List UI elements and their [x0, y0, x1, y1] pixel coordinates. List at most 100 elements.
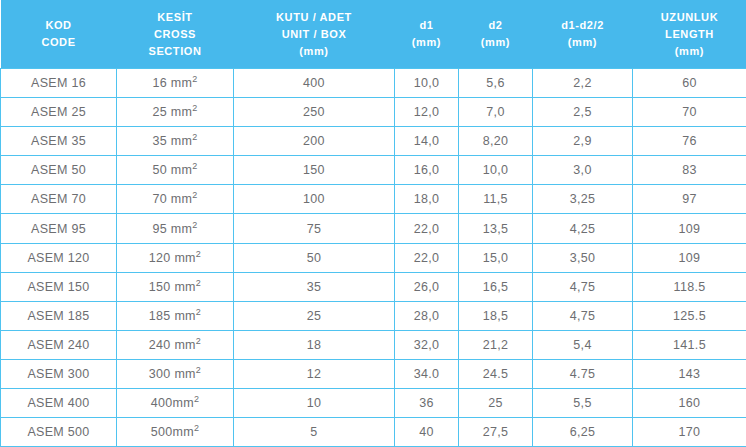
table-row: ASEM 2525 mm225012,07,02,570 — [1, 98, 746, 127]
cell-uzunluk-length: 143 — [633, 359, 746, 388]
superscript-2: 2 — [192, 219, 197, 229]
superscript-2: 2 — [196, 248, 201, 258]
cell-uzunluk-length: 170 — [633, 418, 746, 447]
cell-kutu-adet-unit-box: 25 — [234, 301, 395, 330]
column-header-line: d2 — [459, 17, 533, 34]
cell-kutu-adet-unit-box: 200 — [234, 127, 395, 156]
table-row: ASEM 9595 mm27522,013,54,25109 — [1, 214, 746, 243]
cell-kutu-adet-unit-box: 10 — [234, 389, 395, 418]
cell-d1-d2-2: 2,5 — [533, 98, 633, 127]
cell-uzunluk-length: 109 — [633, 243, 746, 272]
cell-d1: 12,0 — [395, 98, 459, 127]
column-header-kesit-cross-section: KESİTCROSSSECTION — [117, 0, 234, 69]
cell-uzunluk-length: 125.5 — [633, 301, 746, 330]
table-row: ASEM 5050 mm215016,010,03,083 — [1, 156, 746, 185]
cell-kod-code: ASEM 400 — [1, 389, 117, 418]
table-row: ASEM 400400mm21036255,5160 — [1, 389, 746, 418]
column-header-line: (mm) — [395, 34, 459, 51]
cell-d2: 5,6 — [459, 69, 533, 98]
spec-table-container: KODCODEKESİTCROSSSECTIONKUTU / ADETUNIT … — [0, 0, 746, 447]
cell-d2: 11,5 — [459, 185, 533, 214]
cell-kesit-cross-section: 16 mm2 — [117, 69, 234, 98]
cell-d1: 18,0 — [395, 185, 459, 214]
table-row: ASEM 1616 mm240010,05,62,260 — [1, 69, 746, 98]
superscript-2: 2 — [192, 103, 197, 113]
cell-d1-d2-2: 4,25 — [533, 214, 633, 243]
cell-uzunluk-length: 118.5 — [633, 272, 746, 301]
cell-d1: 28,0 — [395, 301, 459, 330]
cell-kutu-adet-unit-box: 150 — [234, 156, 395, 185]
superscript-2: 2 — [194, 423, 199, 433]
cell-d1-d2-2: 5,4 — [533, 330, 633, 359]
cell-uzunluk-length: 160 — [633, 389, 746, 418]
cell-kutu-adet-unit-box: 75 — [234, 214, 395, 243]
cell-kesit-cross-section: 500mm2 — [117, 418, 234, 447]
cell-kutu-adet-unit-box: 100 — [234, 185, 395, 214]
cell-d1: 10,0 — [395, 69, 459, 98]
cell-uzunluk-length: 70 — [633, 98, 746, 127]
table-body: ASEM 1616 mm240010,05,62,260ASEM 2525 mm… — [1, 69, 746, 447]
superscript-2: 2 — [196, 278, 201, 288]
column-header-line: (mm) — [633, 43, 746, 60]
cell-uzunluk-length: 97 — [633, 185, 746, 214]
superscript-2: 2 — [196, 365, 201, 375]
cell-d1: 34.0 — [395, 359, 459, 388]
column-header-line: (mm) — [459, 34, 533, 51]
cell-kesit-cross-section: 95 mm2 — [117, 214, 234, 243]
cell-d1-d2-2: 3,25 — [533, 185, 633, 214]
column-header-line: (mm) — [533, 34, 633, 51]
column-header-line: CODE — [1, 34, 117, 51]
cell-kutu-adet-unit-box: 400 — [234, 69, 395, 98]
cell-d1-d2-2: 4,75 — [533, 301, 633, 330]
cell-uzunluk-length: 83 — [633, 156, 746, 185]
cell-kod-code: ASEM 500 — [1, 418, 117, 447]
table-row: ASEM 300300 mm21234.024.54.75143 — [1, 359, 746, 388]
cell-kod-code: ASEM 185 — [1, 301, 117, 330]
cell-kod-code: ASEM 16 — [1, 69, 117, 98]
column-header-line: KUTU / ADET — [234, 9, 395, 26]
cell-kesit-cross-section: 50 mm2 — [117, 156, 234, 185]
superscript-2: 2 — [194, 394, 199, 404]
cell-kutu-adet-unit-box: 18 — [234, 330, 395, 359]
cell-d1: 22,0 — [395, 214, 459, 243]
superscript-2: 2 — [192, 132, 197, 142]
superscript-2: 2 — [192, 74, 197, 84]
cell-d1-d2-2: 3,50 — [533, 243, 633, 272]
cell-kod-code: ASEM 70 — [1, 185, 117, 214]
cell-uzunluk-length: 141.5 — [633, 330, 746, 359]
column-header-line: SECTION — [117, 43, 234, 60]
column-header-d1-d2-2: d1-d2/2(mm) — [533, 0, 633, 69]
column-header-kod-code: KODCODE — [1, 0, 117, 69]
table-row: ASEM 3535 mm220014,08,202,976 — [1, 127, 746, 156]
cell-d2: 7,0 — [459, 98, 533, 127]
column-header-line: LENGTH — [633, 26, 746, 43]
superscript-2: 2 — [192, 190, 197, 200]
cell-d2: 27,5 — [459, 418, 533, 447]
column-header-line: UNIT / BOX — [234, 26, 395, 43]
cell-kesit-cross-section: 120 mm2 — [117, 243, 234, 272]
column-header-line: d1 — [395, 17, 459, 34]
cell-d1: 14,0 — [395, 127, 459, 156]
cell-d2: 18,5 — [459, 301, 533, 330]
cell-d2: 25 — [459, 389, 533, 418]
cell-d1: 40 — [395, 418, 459, 447]
cell-d1-d2-2: 2,2 — [533, 69, 633, 98]
cell-kod-code: ASEM 25 — [1, 98, 117, 127]
cell-d1: 26,0 — [395, 272, 459, 301]
superscript-2: 2 — [196, 307, 201, 317]
superscript-2: 2 — [196, 336, 201, 346]
cell-d1-d2-2: 4,75 — [533, 272, 633, 301]
cell-d2: 24.5 — [459, 359, 533, 388]
cell-kutu-adet-unit-box: 5 — [234, 418, 395, 447]
cell-d1: 36 — [395, 389, 459, 418]
cell-d1-d2-2: 5,5 — [533, 389, 633, 418]
cell-kod-code: ASEM 95 — [1, 214, 117, 243]
cell-kesit-cross-section: 240 mm2 — [117, 330, 234, 359]
cell-d2: 15,0 — [459, 243, 533, 272]
table-row: ASEM 185185 mm22528,018,54,75125.5 — [1, 301, 746, 330]
cell-d2: 13,5 — [459, 214, 533, 243]
cell-kesit-cross-section: 35 mm2 — [117, 127, 234, 156]
cell-d2: 16,5 — [459, 272, 533, 301]
cell-d1: 16,0 — [395, 156, 459, 185]
column-header-d2: d2(mm) — [459, 0, 533, 69]
